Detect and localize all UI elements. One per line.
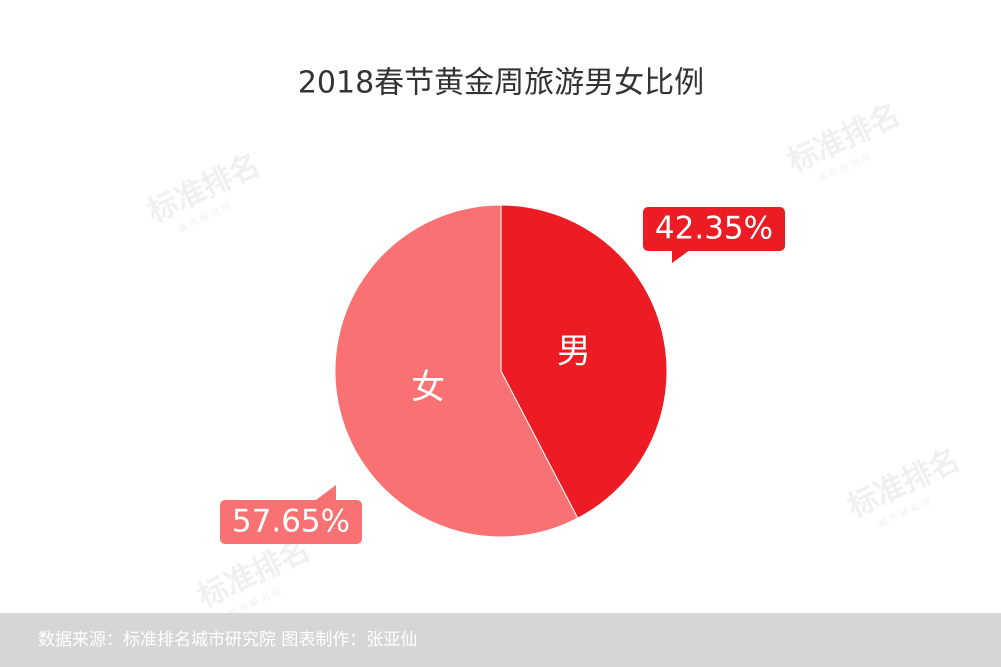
callout-tail xyxy=(316,485,336,500)
pie-slice xyxy=(500,204,668,519)
value-label: 42.35% xyxy=(655,211,773,247)
chart-title: 2018春节黄金周旅游男女比例 xyxy=(298,66,704,101)
slice-label: 女 xyxy=(411,367,445,407)
pie: 男 42.35% 女 57.65% xyxy=(220,204,785,544)
pie-slice xyxy=(334,204,579,538)
slice-label: 男 xyxy=(557,332,591,372)
callout-box xyxy=(643,207,785,251)
callout-box xyxy=(220,500,362,544)
callout-tail xyxy=(672,250,690,263)
footer-bar xyxy=(0,613,1001,667)
value-label: 57.65% xyxy=(232,504,350,540)
source-note: 数据来源：标准排名城市研究院 图表制作：张亚仙 xyxy=(38,630,417,650)
